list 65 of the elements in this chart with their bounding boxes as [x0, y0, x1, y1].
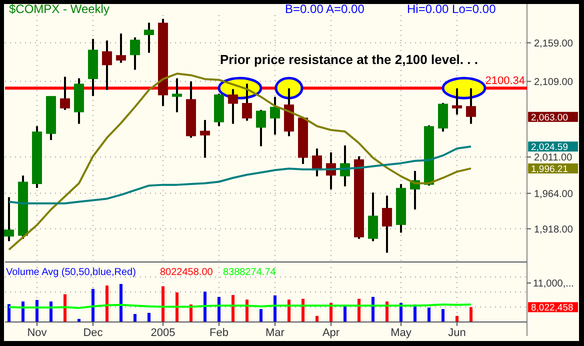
candlestick — [382, 194, 392, 254]
candlestick — [466, 87, 476, 125]
candlestick — [116, 32, 126, 64]
bar — [218, 296, 220, 322]
y-tick-label: 2,109.00 — [534, 76, 574, 88]
text: 1,996.21 — [531, 164, 568, 175]
bar — [106, 286, 108, 322]
y-tick-label: 2,011.00 — [534, 152, 573, 164]
x-tick-label: Apr — [322, 327, 340, 339]
text: 8,022,458 — [531, 302, 574, 314]
candlestick — [60, 76, 70, 111]
annotation: Hi=0.00 Lo=0.00 — [407, 2, 496, 16]
candlestick — [102, 39, 112, 91]
text: 2,063.00 — [531, 112, 568, 124]
annotation: B=0.00 A=0.00 — [285, 2, 365, 16]
candlestick — [452, 87, 462, 116]
candlestick — [144, 22, 154, 54]
ref-line-label: 2100.34 — [485, 75, 525, 88]
bar — [204, 292, 206, 322]
candlestick — [242, 82, 252, 122]
x-tick-label: Feb — [210, 327, 228, 339]
annotation: Prior price resistance at the 2,100 level. . . — [220, 52, 478, 67]
bar — [120, 284, 122, 322]
line-series — [8, 72, 472, 251]
x-tick-label: Jun — [448, 327, 466, 339]
bar — [456, 316, 458, 322]
chart-title: Volume Avg (50,50,blue,Red) — [6, 267, 136, 278]
bar — [64, 294, 66, 322]
candlestick — [228, 88, 238, 125]
candlestick — [368, 192, 378, 242]
y-tick-label: 2,159.00 — [534, 38, 574, 50]
bar — [372, 296, 374, 322]
text: 2,024.59 — [531, 142, 568, 154]
y-tick-label: 1,918.00 — [534, 224, 574, 236]
bar — [274, 295, 276, 322]
x-tick-label: 2005 — [150, 327, 176, 339]
text: 8388274.74 — [223, 267, 276, 278]
bar — [232, 295, 234, 322]
candlestick — [130, 36, 140, 71]
bar — [470, 307, 472, 322]
x-tick-label: Mar — [266, 327, 285, 339]
bar — [8, 304, 10, 322]
bar — [344, 306, 346, 322]
text: 8022458.00 — [160, 267, 214, 278]
candlestick — [200, 118, 210, 159]
bar — [428, 308, 430, 322]
bar — [316, 316, 318, 322]
bar — [134, 314, 136, 322]
chart-title: $COMPX - Weekly — [9, 2, 110, 16]
y-tick-label: 1,964.00 — [534, 188, 574, 200]
x-tick-label: May — [390, 327, 412, 339]
candlestick — [270, 96, 280, 136]
bar — [92, 288, 94, 322]
candlestick — [256, 108, 266, 148]
candlestick — [4, 196, 14, 242]
candlestick — [172, 77, 182, 114]
x-tick-label: Dec — [83, 327, 104, 339]
bar — [148, 312, 150, 322]
line-series — [8, 146, 472, 204]
x-tick-label: Nov — [27, 327, 48, 339]
bar — [176, 292, 178, 322]
bar — [162, 286, 164, 322]
bar — [260, 309, 262, 322]
bar — [442, 309, 444, 322]
text: 11,000,... — [533, 278, 574, 290]
